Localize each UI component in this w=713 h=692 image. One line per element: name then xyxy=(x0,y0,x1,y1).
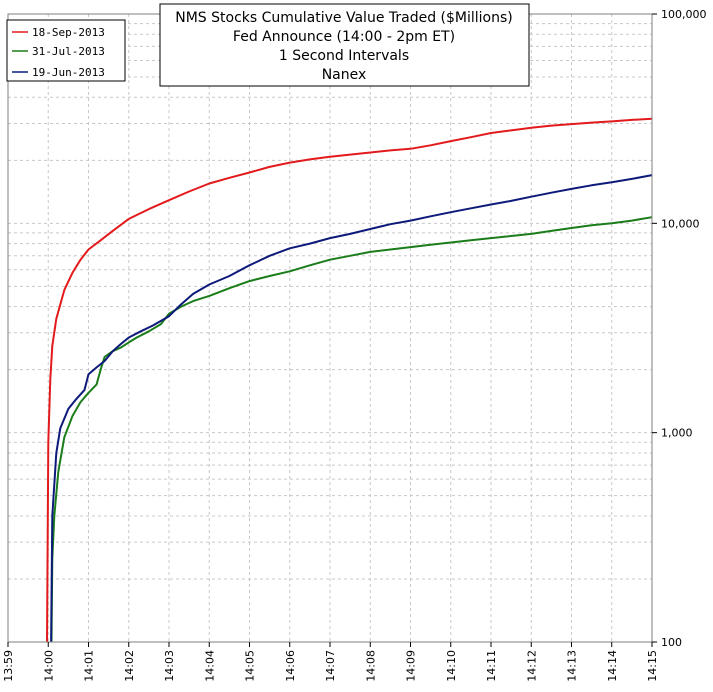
series-line-1 xyxy=(46,117,653,643)
x-tick-label: 14:03 xyxy=(163,650,176,682)
y-tick-label: 100 xyxy=(661,636,682,649)
series-line-2 xyxy=(50,216,653,643)
series-lines xyxy=(46,117,653,643)
x-tick-label: 14:11 xyxy=(485,650,498,682)
x-tick-label: 14:04 xyxy=(203,650,216,682)
chart-title-line-3: 1 Second Intervals xyxy=(279,48,409,64)
grid xyxy=(8,14,652,642)
chart-title-line-2: Fed Announce (14:00 - 2pm ET) xyxy=(233,29,455,45)
y-tick-label: 100,000 xyxy=(661,8,707,21)
chart-title-box: NMS Stocks Cumulative Value Traded ($Mil… xyxy=(159,3,530,87)
legend-label-1: 18-Sep-2013 xyxy=(32,26,105,39)
legend-label-2: 31-Jul-2013 xyxy=(32,45,105,58)
x-tick-label: 14:01 xyxy=(83,650,96,682)
x-tick-label: 14:08 xyxy=(364,650,377,682)
x-tick-label: 14:12 xyxy=(525,650,538,682)
legend-label-3: 19-Jun-2013 xyxy=(32,66,105,79)
x-tick-label: 14:09 xyxy=(405,650,418,682)
x-tick-label: 14:13 xyxy=(566,650,579,682)
y-tick-label: 1,000 xyxy=(661,427,693,440)
x-tick-label: 14:15 xyxy=(646,650,659,682)
y-tick-label: 10,000 xyxy=(661,217,700,230)
x-tick-label: 14:10 xyxy=(445,650,458,682)
series-line-3 xyxy=(50,174,653,643)
x-tick-label: 14:00 xyxy=(42,650,55,682)
x-tick-label: 14:05 xyxy=(244,650,257,682)
x-tick-label: 14:06 xyxy=(284,650,297,682)
legend: 18-Sep-2013 31-Jul-2013 19-Jun-2013 xyxy=(6,19,126,82)
x-axis: 13:59 14:00 14:01 14:02 14:03 14:04 14:05 14:06… xyxy=(2,642,659,682)
chart-title-line-1: NMS Stocks Cumulative Value Traded ($Mil… xyxy=(175,10,513,26)
y-axis: 100 1,000 10,000 100,000 xyxy=(652,8,707,649)
x-tick-label: 13:59 xyxy=(2,650,15,682)
x-tick-label: 14:14 xyxy=(606,650,619,682)
x-tick-label: 14:02 xyxy=(123,650,136,682)
chart-title-line-4: Nanex xyxy=(322,67,367,83)
x-tick-label: 14:07 xyxy=(324,650,337,682)
